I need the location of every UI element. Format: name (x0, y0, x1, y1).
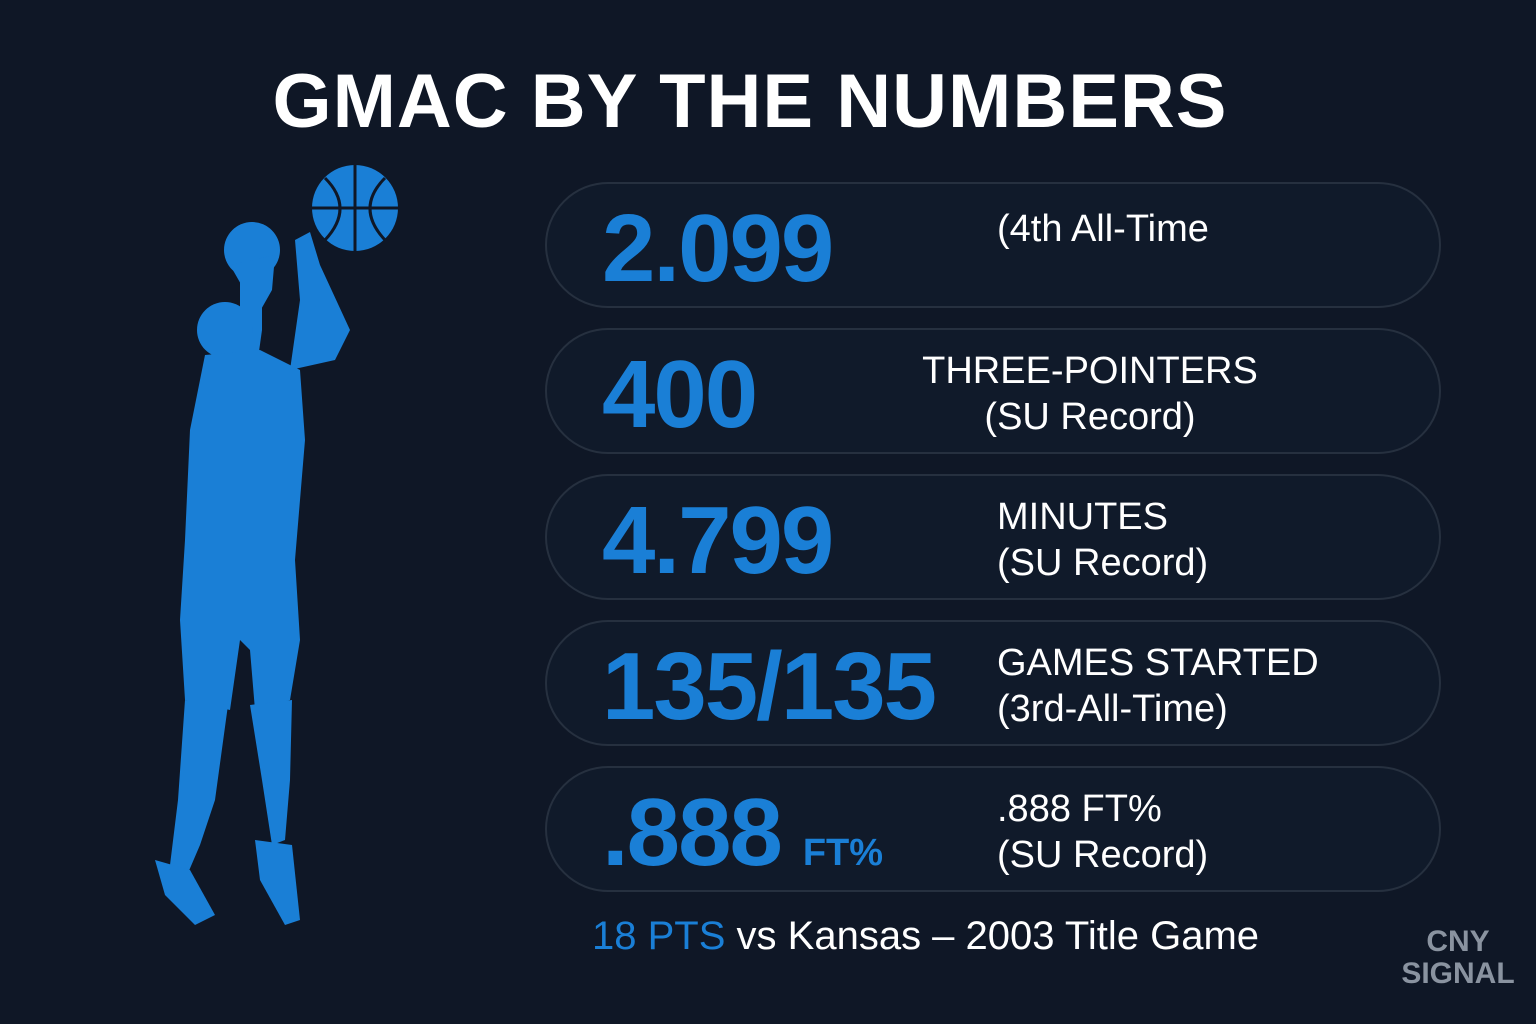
stat-label-line: THREE-POINTERS (922, 350, 1258, 392)
watermark-line: SIGNAL (1401, 957, 1515, 990)
stat-number: 2.099 (602, 195, 834, 302)
stat-label: GAMES STARTED (3rd-All-Time) (997, 640, 1319, 732)
watermark: CNY SIGNAL (1400, 926, 1516, 990)
stat-value: 2.099 (602, 194, 834, 304)
stat-label-line: (SU Record) (997, 542, 1209, 584)
stat-number: 135/135 (602, 633, 937, 740)
stat-label: .888 FT% (SU Record) (997, 786, 1208, 878)
stat-card: .888 FT% .888 FT% (SU Record) (545, 766, 1441, 892)
stat-label-line: (SU Record) (984, 396, 1196, 438)
footer-text: vs Kansas – 2003 Title Game (736, 914, 1260, 958)
stat-number: .888 (602, 779, 783, 886)
stat-value: 4.799 (602, 486, 834, 596)
stat-card: 135/135 GAMES STARTED (3rd-All-Time) (545, 620, 1441, 746)
stat-value: 135/135 (602, 632, 937, 742)
footer-highlight: 18 PTS (592, 914, 726, 958)
stat-value: 400 (602, 340, 758, 450)
stat-unit: FT% (802, 832, 884, 874)
stat-label: MINUTES (SU Record) (997, 494, 1208, 586)
player-silhouette (155, 165, 398, 925)
stat-label-line: (4th All-Time (997, 208, 1209, 250)
stat-label-line: GAMES STARTED (997, 642, 1319, 684)
stat-number: 4.799 (602, 487, 834, 594)
stat-label-line: .888 FT% (997, 788, 1162, 830)
stat-label-line: MINUTES (997, 496, 1168, 538)
title: GMAC BY THE NUMBERS (272, 59, 1228, 144)
stat-value: .888 FT% (602, 778, 883, 908)
stat-label: THREE-POINTERS (SU Record) (915, 348, 1265, 440)
footer: 18 PTS vs Kansas – 2003 Title Game (592, 914, 1259, 959)
stat-list: 2.099 (4th All-Time 400 THREE-POINTERS (SU R… (545, 182, 1441, 912)
stat-label: (4th All-Time (997, 206, 1209, 252)
stat-label-line: (3rd-All-Time) (997, 688, 1228, 730)
stat-card: 4.799 MINUTES (SU Record) (545, 474, 1441, 600)
stat-label-line: (SU Record) (997, 834, 1209, 876)
stat-number: 400 (602, 341, 758, 448)
stat-card: 2.099 (4th All-Time (545, 182, 1441, 308)
stat-card: 400 THREE-POINTERS (SU Record) (545, 328, 1441, 454)
watermark-line: CNY (1426, 925, 1490, 958)
